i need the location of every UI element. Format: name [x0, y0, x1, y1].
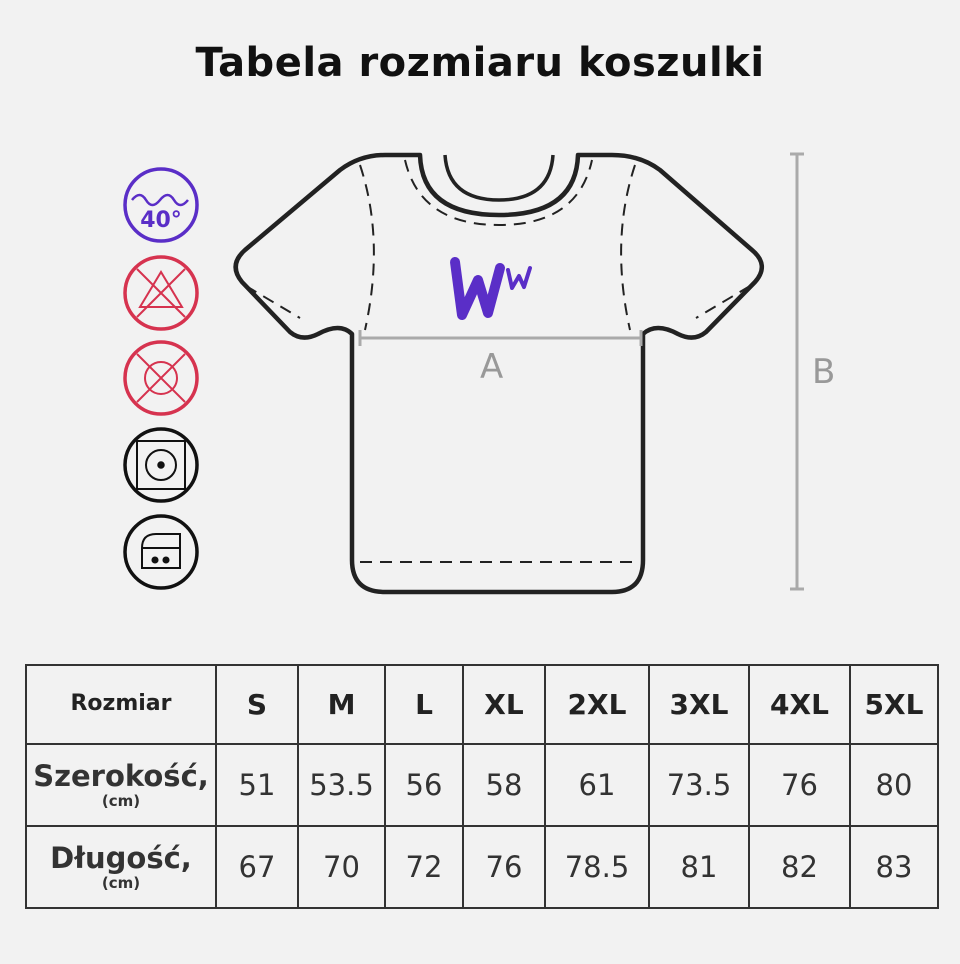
cell: 72	[384, 825, 464, 909]
length-measure-line	[790, 152, 804, 591]
tshirt-seams	[245, 159, 751, 563]
size-header: L	[384, 664, 464, 745]
length-label: B	[812, 352, 836, 392]
cell: 82	[748, 825, 851, 909]
size-header: 4XL	[748, 664, 851, 745]
iron-medium-icon	[123, 514, 199, 590]
cell: 51	[215, 743, 299, 827]
width-label: A	[480, 347, 504, 387]
row-label-text: Długość,	[50, 840, 192, 875]
row-unit: (cm)	[101, 873, 141, 892]
cell: 73.5	[648, 743, 750, 827]
tumble-dry-icon	[123, 427, 199, 503]
cell: 58	[462, 743, 546, 827]
page-title: Tabela rozmiaru koszulki	[195, 40, 765, 86]
cell: 70	[297, 825, 386, 909]
no-bleach-icon	[123, 255, 199, 331]
cell: 78.5	[544, 825, 650, 909]
cell: 76	[462, 825, 546, 909]
no-tumble-dry-icon	[123, 340, 199, 416]
table-row: Długość, (cm) 67 70 72 76 78.5 81 82 83	[25, 825, 939, 909]
wash-temperature: 40°	[140, 208, 182, 233]
header-label: Rozmiar	[25, 664, 217, 745]
cell: 81	[648, 825, 750, 909]
tshirt-diagram: 40°	[123, 152, 804, 595]
size-header: 3XL	[648, 664, 750, 745]
cell: 53.5	[297, 743, 386, 827]
cell: 56	[384, 743, 464, 827]
size-header: 2XL	[544, 664, 650, 745]
row-label: Szerokość, (cm)	[25, 743, 217, 827]
row-label: Długość, (cm)	[25, 825, 217, 909]
brand-logo	[450, 257, 532, 320]
size-table: Rozmiar S M L XL 2XL 3XL 4XL 5XL Szeroko…	[25, 664, 939, 909]
cell: 67	[215, 825, 299, 909]
size-header: 5XL	[849, 664, 939, 745]
table-row: Szerokość, (cm) 51 53.5 56 58 61 73.5 76 …	[25, 743, 939, 827]
width-measure-line	[358, 330, 643, 346]
size-header: M	[297, 664, 386, 745]
cell: 80	[849, 743, 939, 827]
row-unit: (cm)	[101, 791, 141, 810]
cell: 83	[849, 825, 939, 909]
size-header: XL	[462, 664, 546, 745]
size-header: S	[215, 664, 299, 745]
row-label-text: Szerokość,	[33, 758, 209, 793]
table-header-row: Rozmiar S M L XL 2XL 3XL 4XL 5XL	[25, 664, 939, 745]
tshirt-outline	[233, 152, 764, 595]
cell: 76	[748, 743, 851, 827]
cell: 61	[544, 743, 650, 827]
wash-40-icon: 40°	[123, 167, 199, 243]
